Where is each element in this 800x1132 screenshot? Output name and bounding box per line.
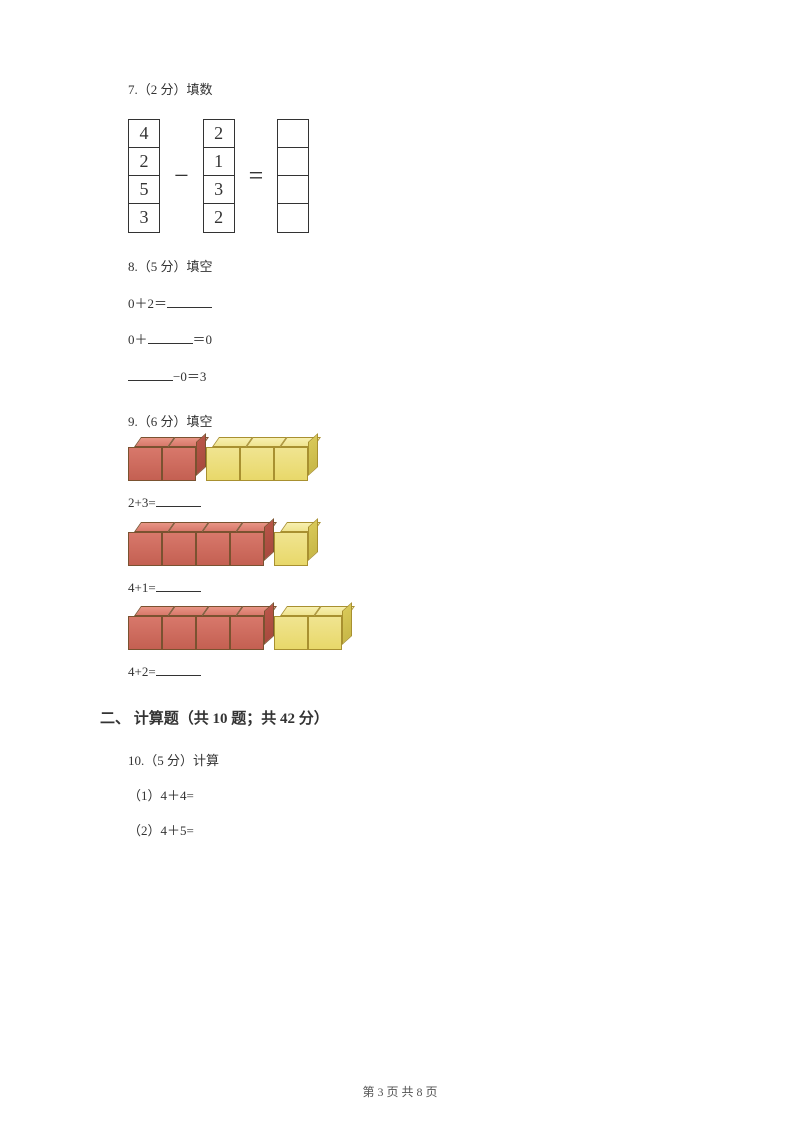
q9-label: 9.（6 分）填空 — [128, 412, 700, 433]
equals-sign: = — [245, 155, 268, 197]
num-cell: 3 — [129, 204, 159, 232]
question-8: 8.（5 分）填空 0＋2＝ 0＋ ＝0 −0＝3 — [100, 257, 700, 388]
minus-sign: − — [170, 155, 193, 197]
q8-line2: 0＋ ＝0 — [128, 330, 700, 351]
cube-group-yellow — [274, 616, 342, 650]
num-cell: 2 — [129, 148, 159, 176]
q7-col2: 2 1 3 2 — [203, 119, 235, 233]
eq-text: 2+3= — [128, 495, 156, 510]
num-cell: 2 — [204, 120, 234, 148]
cube-yellow — [274, 532, 308, 566]
num-cell: 3 — [204, 176, 234, 204]
blank — [156, 493, 201, 507]
q9-row2-eq: 4+1= — [128, 578, 700, 599]
cube-red — [196, 616, 230, 650]
blank — [167, 294, 212, 308]
q7-label: 7.（2 分）填数 — [128, 80, 700, 101]
cube-yellow — [240, 447, 274, 481]
eq-text: 4+1= — [128, 580, 156, 595]
page-footer: 第 3 页 共 8 页 — [0, 1083, 800, 1102]
cube-group-red — [128, 447, 196, 481]
blank — [156, 578, 201, 592]
cube-group-red — [128, 616, 264, 650]
cube-yellow — [274, 616, 308, 650]
num-cell: 5 — [129, 176, 159, 204]
q9-row1-cubes — [128, 447, 700, 481]
cube-yellow — [274, 447, 308, 481]
cube-red — [128, 532, 162, 566]
cube-yellow — [308, 616, 342, 650]
cube-red — [128, 447, 162, 481]
q10-sub2: （2）4＋5= — [128, 821, 700, 842]
q9-row3-cubes — [128, 616, 700, 650]
cube-group-yellow — [206, 447, 308, 481]
cube-red — [230, 616, 264, 650]
eq-text: 4+2= — [128, 664, 156, 679]
cube-yellow — [206, 447, 240, 481]
q8-line1: 0＋2＝ — [128, 294, 700, 315]
q7-col3 — [277, 119, 309, 233]
cube-group-yellow — [274, 532, 308, 566]
cube-red — [196, 532, 230, 566]
question-10: 10.（5 分）计算 （1）4＋4= （2）4＋5= — [100, 751, 700, 841]
cube-red — [128, 616, 162, 650]
num-cell: 1 — [204, 148, 234, 176]
num-cell — [278, 148, 308, 176]
cube-red — [230, 532, 264, 566]
blank — [128, 367, 173, 381]
q9-row1-eq: 2+3= — [128, 493, 700, 514]
num-cell: 4 — [129, 120, 159, 148]
cube-red — [162, 532, 196, 566]
q8-line3: −0＝3 — [128, 367, 700, 388]
q8-line1-text: 0＋2＝ — [128, 296, 167, 311]
q8-label: 8.（5 分）填空 — [128, 257, 700, 278]
q8-line3b: −0＝3 — [173, 369, 206, 384]
cube-red — [162, 616, 196, 650]
question-9: 9.（6 分）填空 2+3= 4+1= 4+2= — [100, 412, 700, 683]
q9-row3-eq: 4+2= — [128, 662, 700, 683]
q7-figure: 4 2 5 3 − 2 1 3 2 = — [128, 119, 700, 233]
blank — [148, 330, 193, 344]
q9-row2-cubes — [128, 532, 700, 566]
num-cell — [278, 204, 308, 232]
q10-sub1: （1）4＋4= — [128, 786, 700, 807]
cube-red — [162, 447, 196, 481]
q8-line2b: ＝0 — [193, 332, 213, 347]
section-2-header: 二、 计算题（共 10 题；共 42 分） — [100, 707, 700, 731]
num-cell — [278, 120, 308, 148]
num-cell — [278, 176, 308, 204]
q8-line2a: 0＋ — [128, 332, 148, 347]
num-cell: 2 — [204, 204, 234, 232]
q10-label: 10.（5 分）计算 — [128, 751, 700, 772]
q7-col1: 4 2 5 3 — [128, 119, 160, 233]
cube-group-red — [128, 532, 264, 566]
blank — [156, 662, 201, 676]
question-7: 7.（2 分）填数 4 2 5 3 − 2 1 3 2 = — [100, 80, 700, 233]
